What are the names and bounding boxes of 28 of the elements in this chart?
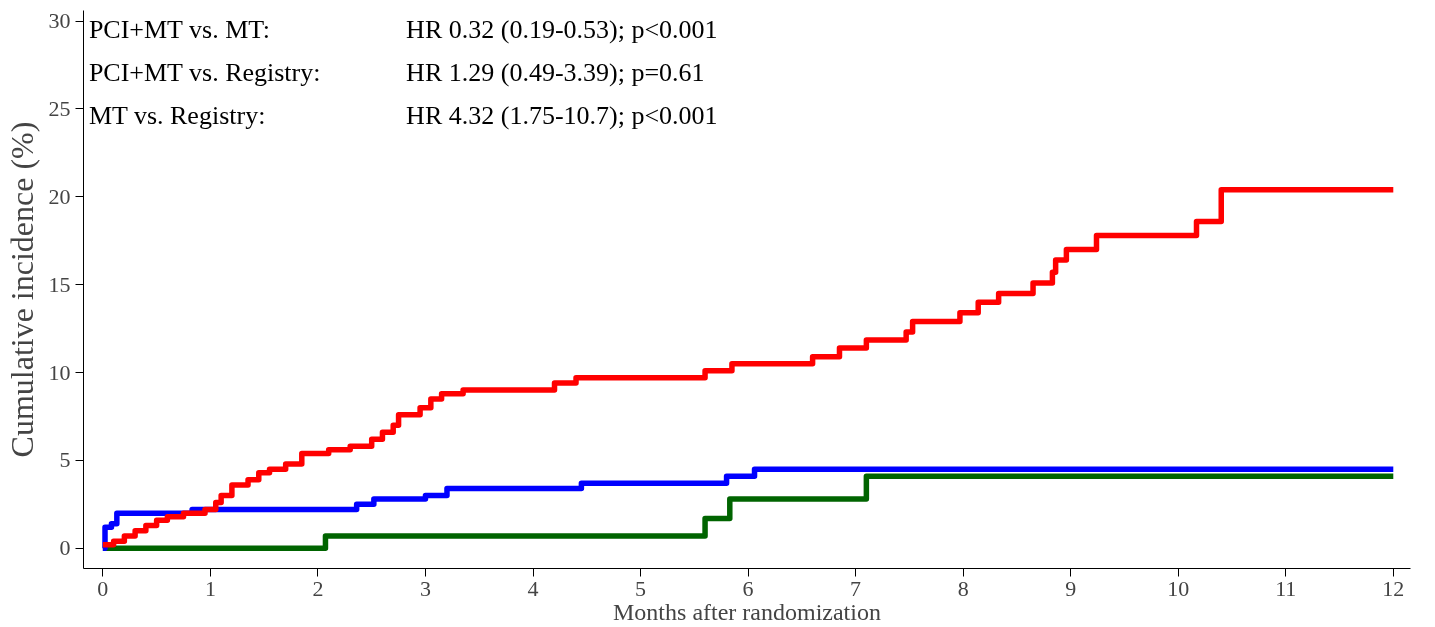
y-tick-label: 0 <box>59 535 71 561</box>
annotation: HR 1.29 (0.49-3.39); p=0.61 <box>406 58 705 88</box>
annotation: PCI+MT vs. MT: <box>88 15 271 45</box>
annotation: MT vs. Registry: <box>88 101 266 131</box>
x-tick-label: 12 <box>1382 575 1405 601</box>
x-tick-label: 2 <box>312 575 324 601</box>
y-tick-label: 10 <box>48 359 71 385</box>
x-axis-title: Months after randomization <box>613 598 881 625</box>
x-tick-label: 10 <box>1167 575 1190 601</box>
y-axis-title: Cumulative incidence (%) <box>3 121 40 458</box>
annotation: PCI+MT vs. Registry: <box>88 58 321 88</box>
y-tick-label: 15 <box>48 271 71 297</box>
x-tick-label: 3 <box>419 575 431 601</box>
x-tick-label: 7 <box>850 575 862 601</box>
x-tick-label: 9 <box>1065 575 1077 601</box>
x-tick-label: 8 <box>957 575 969 601</box>
x-tick-label: 4 <box>527 575 539 601</box>
annotation: HR 0.32 (0.19-0.53); p<0.001 <box>406 15 718 45</box>
y-tick-label: 25 <box>48 95 71 121</box>
x-tick-label: 6 <box>742 575 754 601</box>
x-tick-label: 11 <box>1275 575 1297 601</box>
y-tick-label: 30 <box>48 8 71 34</box>
y-tick-label: 20 <box>48 183 71 209</box>
x-tick-label: 5 <box>635 575 647 601</box>
x-tick-label: 0 <box>97 575 109 601</box>
annotation: HR 4.32 (1.75-10.7); p<0.001 <box>406 101 718 131</box>
x-tick-label: 1 <box>204 575 216 601</box>
y-tick-label: 5 <box>59 447 71 473</box>
